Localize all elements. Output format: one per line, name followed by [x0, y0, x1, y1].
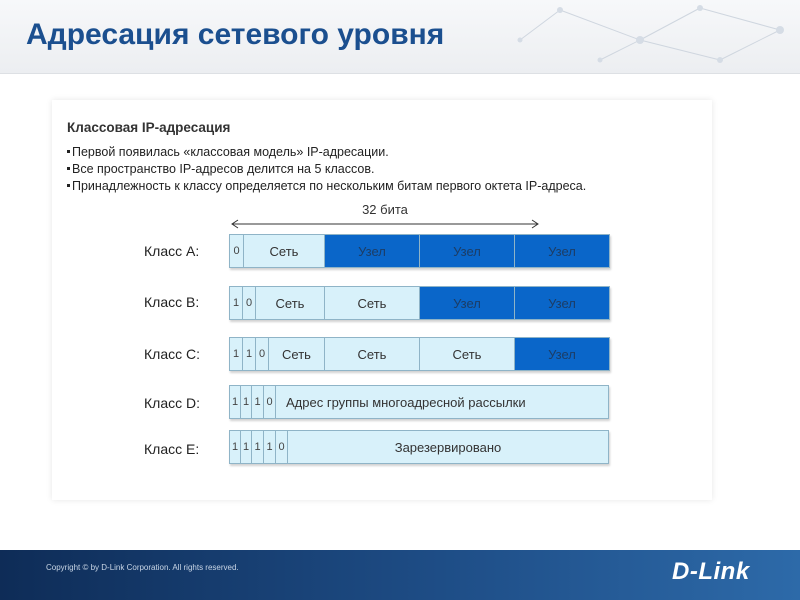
class-e-row: 1 1 1 1 0 Зарезервировано: [229, 430, 609, 464]
bit-cell: 0: [256, 338, 269, 370]
host-field: Узел: [325, 235, 420, 267]
host-field: Узел: [515, 338, 609, 370]
bullet-item: Все пространство IP-адресов делится на 5…: [67, 161, 586, 178]
class-e-label: Класс E:: [144, 441, 200, 457]
bullet-item: Принадлежность к классу определяется по …: [67, 178, 586, 195]
class-a-label: Класс A:: [144, 243, 200, 259]
network-field: Сеть: [325, 338, 420, 370]
network-field: Сеть: [244, 235, 325, 267]
network-field: Сеть: [420, 338, 515, 370]
class-c-row: 1 1 0 Сеть Сеть Сеть Узел: [229, 337, 610, 371]
class-b-label: Класс B:: [144, 294, 200, 310]
network-pattern-decoration: [517, 5, 784, 63]
class-d-label: Класс D:: [144, 395, 200, 411]
bit-cell: 1: [243, 338, 256, 370]
bit-cell: 0: [230, 235, 244, 267]
host-field: Узел: [515, 287, 609, 319]
multicast-group-field: Адрес группы многоадресной рассылки: [286, 394, 526, 410]
bit-cell: 0: [264, 386, 276, 418]
network-field: Сеть: [269, 338, 325, 370]
bit-cell: 0: [276, 431, 288, 463]
bit-cell: 1: [230, 386, 241, 418]
double-arrow-icon: [231, 219, 539, 229]
slide-title: Адресация сетевого уровня: [26, 18, 445, 51]
bit-cell: 1: [230, 338, 243, 370]
host-field: Узел: [420, 235, 515, 267]
class-d-row: 1 1 1 0 Адрес группы многоадресной рассы…: [229, 385, 609, 419]
footer-bar: Copyright © by D-Link Corporation. All r…: [0, 550, 800, 600]
bit-cell: 1: [252, 386, 264, 418]
bit-cell: 1: [230, 287, 243, 319]
bullet-list: Первой появилась «классовая модель» IP-а…: [67, 144, 586, 195]
bit-width-ruler: 32 бита: [230, 202, 540, 229]
bit-cell: 1: [241, 431, 252, 463]
bit-cell: 1: [241, 386, 252, 418]
section-heading: Классовая IP-адресация: [67, 120, 231, 135]
reserved-field: Зарезервировано: [394, 439, 502, 455]
ruler-label: 32 бита: [362, 202, 408, 217]
host-field: Узел: [420, 287, 515, 319]
bullet-item: Первой появилась «классовая модель» IP-а…: [67, 144, 586, 161]
title-bar: Адресация сетевого уровня: [0, 0, 800, 74]
bit-cell: 1: [252, 431, 264, 463]
network-field: Сеть: [256, 287, 325, 319]
network-field: Сеть: [325, 287, 420, 319]
class-b-row: 1 0 Сеть Сеть Узел Узел: [229, 286, 610, 320]
bit-cell: 1: [230, 431, 241, 463]
d-link-logo: D-Link: [672, 558, 750, 585]
bit-cell: 0: [243, 287, 256, 319]
copyright-text: Copyright © by D-Link Corporation. All r…: [46, 563, 239, 572]
bit-cell: 1: [264, 431, 276, 463]
host-field: Узел: [515, 235, 609, 267]
class-a-row: 0 Сеть Узел Узел Узел: [229, 234, 610, 268]
class-c-label: Класс C:: [144, 346, 200, 362]
